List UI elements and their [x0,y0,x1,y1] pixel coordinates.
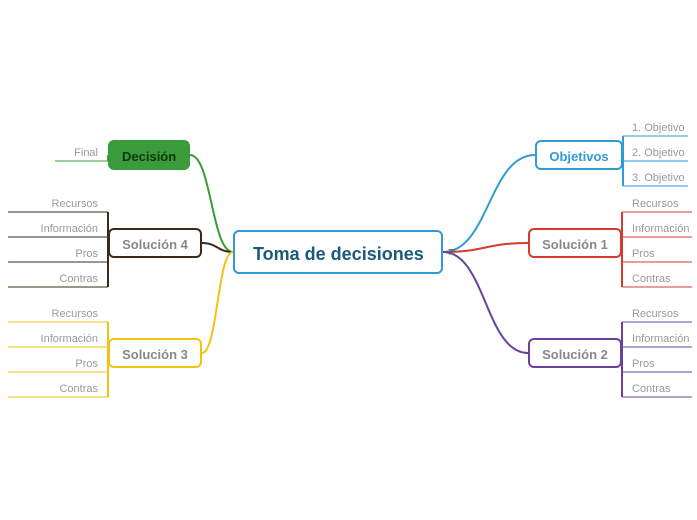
branch-node-solucion3[interactable]: Solución 3 [108,338,202,368]
leaf-solucion2-3[interactable]: Contras [632,383,671,395]
center-node[interactable]: Toma de decisiones [233,230,443,274]
leaf-objetivos-0[interactable]: 1. Objetivo [632,122,685,134]
center-node-label: Toma de decisiones [253,244,424,264]
leaf-solucion3-1[interactable]: Información [41,333,98,345]
leaf-solucion4-0[interactable]: Recursos [52,198,98,210]
leaf-solucion2-1[interactable]: Información [632,333,689,345]
branch-label: Objetivos [549,149,608,164]
leaf-solucion4-2[interactable]: Pros [75,248,98,260]
leaf-solucion1-2[interactable]: Pros [632,248,655,260]
branch-node-decision[interactable]: Decisión [108,140,190,170]
leaf-solucion1-1[interactable]: Información [632,223,689,235]
leaf-solucion2-2[interactable]: Pros [632,358,655,370]
leaf-solucion2-0[interactable]: Recursos [632,308,678,320]
leaf-solucion1-0[interactable]: Recursos [632,198,678,210]
leaf-solucion3-2[interactable]: Pros [75,358,98,370]
branch-node-solucion2[interactable]: Solución 2 [528,338,622,368]
leaf-solucion3-0[interactable]: Recursos [52,308,98,320]
branch-label: Decisión [122,149,176,164]
notes-icon[interactable]: ≡ [448,244,455,259]
leaf-solucion1-3[interactable]: Contras [632,273,671,285]
leaf-solucion4-3[interactable]: Contras [59,273,98,285]
branch-node-solucion1[interactable]: Solución 1 [528,228,622,258]
branch-label: Solución 2 [542,347,608,362]
leaf-objetivos-2[interactable]: 3. Objetivo [632,172,685,184]
leaf-solucion4-1[interactable]: Información [41,223,98,235]
leaf-decision-0[interactable]: Final [74,147,98,159]
leaf-solucion3-3[interactable]: Contras [59,383,98,395]
branch-label: Solución 3 [122,347,188,362]
leaf-objetivos-1[interactable]: 2. Objetivo [632,147,685,159]
branch-label: Solución 4 [122,237,188,252]
branch-node-solucion4[interactable]: Solución 4 [108,228,202,258]
branch-label: Solución 1 [542,237,608,252]
branch-node-objetivos[interactable]: Objetivos [535,140,623,170]
